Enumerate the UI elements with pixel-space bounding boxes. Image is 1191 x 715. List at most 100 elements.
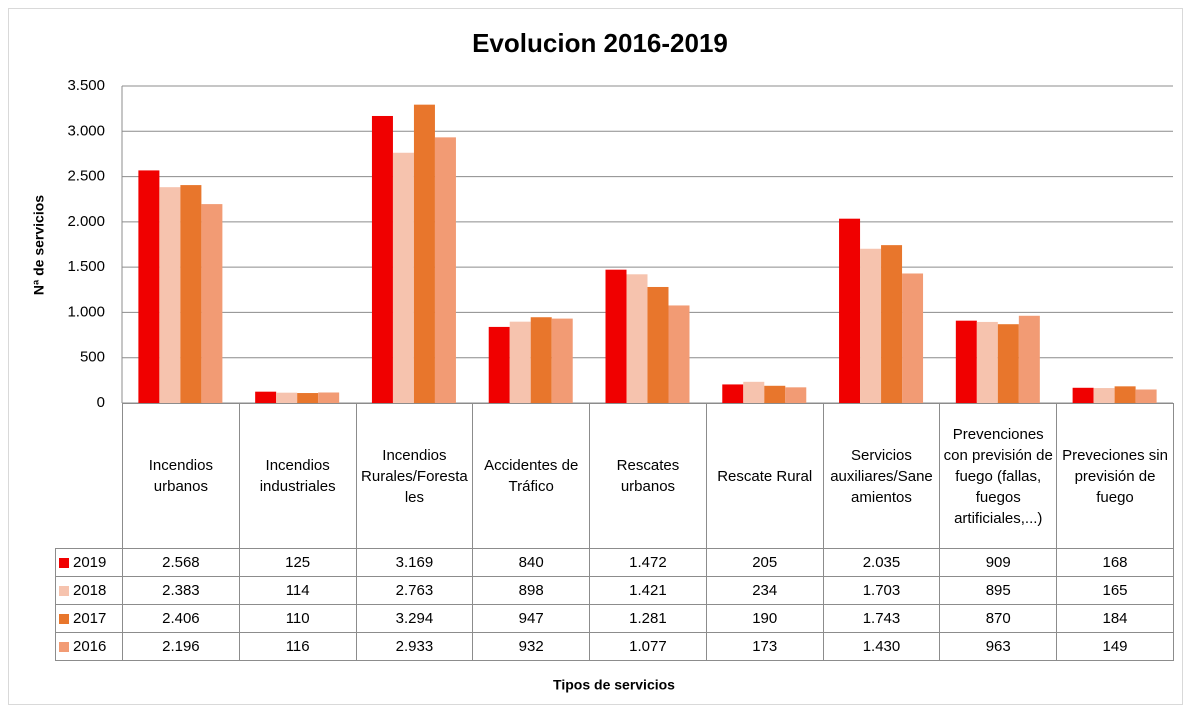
- bar: [138, 170, 160, 403]
- bar: [955, 320, 977, 403]
- x-tick-label: Accidentes de Tráfico: [472, 403, 591, 549]
- legend-swatch: [59, 558, 69, 569]
- bar: [434, 137, 456, 403]
- data-label: 840: [472, 548, 591, 577]
- series-row: 2019 2.568 125 3.169 840 1.472 205 2.035 909 168: [55, 548, 1174, 577]
- data-label: 1.743: [822, 604, 941, 633]
- bar: [1072, 387, 1094, 403]
- data-label: 2.763: [355, 576, 474, 605]
- bar: [180, 185, 202, 403]
- bar: [413, 104, 435, 403]
- x-tick-label: Incendios urbanos: [122, 403, 240, 549]
- bar: [976, 321, 998, 403]
- bar: [255, 391, 277, 403]
- y-tick-label: 1.500: [67, 258, 105, 275]
- data-label: 234: [705, 576, 824, 605]
- legend-label: 2017: [73, 610, 107, 627]
- bar: [764, 385, 786, 403]
- y-tick-label: 0: [97, 394, 105, 411]
- x-tick-label: Rescates urbanos: [589, 403, 707, 549]
- data-label: 190: [705, 604, 824, 633]
- bar: [902, 273, 924, 403]
- data-label: 149: [1056, 632, 1174, 661]
- data-label: 947: [472, 604, 591, 633]
- legend-swatch: [59, 614, 69, 625]
- bar: [509, 321, 531, 403]
- data-label: 898: [472, 576, 591, 605]
- bar: [605, 269, 627, 403]
- data-label: 184: [1056, 604, 1174, 633]
- legend-swatch: [59, 586, 69, 597]
- data-label: 3.169: [355, 548, 474, 577]
- data-label: 1.430: [822, 632, 941, 661]
- y-tick-label: 3.500: [67, 77, 105, 94]
- data-label: 2.406: [122, 604, 240, 633]
- data-label: 1.472: [589, 548, 707, 577]
- bar: [488, 326, 510, 403]
- data-label: 1.281: [589, 604, 707, 633]
- bar: [371, 115, 393, 404]
- legend-swatch: [59, 642, 69, 653]
- bar: [276, 392, 298, 403]
- x-axis-title: Tipos de servicios: [553, 677, 675, 693]
- series-row: 2017 2.406 110 3.294 947 1.281 190 1.743 870 184: [55, 604, 1174, 633]
- data-label: 963: [939, 632, 1058, 661]
- data-label: 2.196: [122, 632, 240, 661]
- legend-entry: 2018: [55, 576, 123, 605]
- data-label: 2.035: [822, 548, 941, 577]
- legend-label: 2018: [73, 582, 107, 599]
- data-label: 116: [238, 632, 357, 661]
- bar: [839, 218, 861, 403]
- y-tick-label: 2.000: [67, 213, 105, 230]
- series-row: 2016 2.196 116 2.933 932 1.077 173 1.430 963 149: [55, 632, 1174, 661]
- data-label: 110: [238, 604, 357, 633]
- x-tick-label: Preveciones sin previsión de fuego: [1056, 403, 1174, 549]
- x-tick-label: Prevenciones con previsión de fuego (fal…: [939, 403, 1058, 549]
- bar: [530, 317, 552, 403]
- data-label: 168: [1056, 548, 1174, 577]
- bar: [392, 152, 414, 403]
- bar: [551, 318, 573, 403]
- data-label: 1.703: [822, 576, 941, 605]
- data-label: 114: [238, 576, 357, 605]
- bar: [722, 384, 744, 403]
- bar: [743, 381, 765, 403]
- data-label: 2.568: [122, 548, 240, 577]
- legend-entry: 2019: [55, 548, 123, 577]
- bar: [297, 393, 319, 403]
- y-axis-title: Nª de servicios: [31, 195, 47, 295]
- data-label: 1.421: [589, 576, 707, 605]
- bar: [318, 392, 340, 403]
- data-label: 2.383: [122, 576, 240, 605]
- data-label: 895: [939, 576, 1058, 605]
- data-label: 165: [1056, 576, 1174, 605]
- bar: [201, 204, 223, 403]
- data-label: 2.933: [355, 632, 474, 661]
- x-tick-label: Servicios auxiliares/Saneamientos: [822, 403, 941, 549]
- y-tick-label: 500: [80, 349, 105, 366]
- bar: [881, 245, 903, 403]
- bar: [860, 248, 882, 403]
- legend-label: 2016: [73, 638, 107, 655]
- bar: [668, 305, 690, 403]
- data-label: 125: [238, 548, 357, 577]
- chart-title: Evolucion 2016-2019: [472, 28, 728, 58]
- bar: [785, 387, 807, 403]
- legend-entry: 2016: [55, 632, 123, 661]
- blank-cell: [55, 403, 123, 549]
- bar: [997, 324, 1019, 403]
- x-tick-label: Incendios industriales: [238, 403, 357, 549]
- y-tick-label: 3.000: [67, 122, 105, 139]
- data-label: 3.294: [355, 604, 474, 633]
- data-label: 205: [705, 548, 824, 577]
- bar: [1093, 388, 1115, 403]
- bar: [1114, 386, 1136, 403]
- category-row: Incendios urbanos Incendios industriales I…: [55, 403, 1174, 549]
- series-row: 2018 2.383 114 2.763 898 1.421 234 1.703 895 165: [55, 576, 1174, 605]
- data-label: 932: [472, 632, 591, 661]
- x-tick-label: Rescate Rural: [705, 403, 824, 549]
- bar: [1018, 315, 1040, 403]
- bar: [626, 274, 648, 403]
- bar: [159, 187, 181, 403]
